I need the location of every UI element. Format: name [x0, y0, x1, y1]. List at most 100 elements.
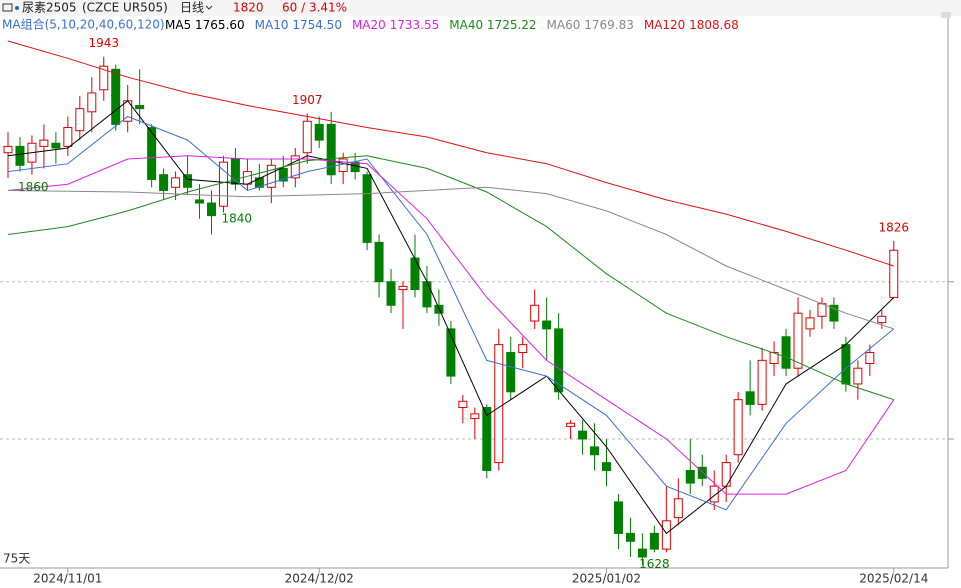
candle-body — [410, 257, 420, 291]
candle-body — [51, 142, 61, 149]
candle-body — [254, 177, 264, 188]
candle-body — [494, 344, 504, 464]
candle-body — [518, 344, 528, 353]
header-bar — [0, 0, 961, 16]
candle-body — [290, 155, 300, 179]
candle-body — [865, 351, 875, 364]
candle-body — [195, 199, 205, 204]
candle-body — [757, 359, 767, 405]
ma-line — [7, 186, 894, 330]
candle-body — [362, 174, 372, 243]
legend-name: MA5 — [165, 18, 191, 32]
legend-value: 1808.68 — [689, 18, 739, 32]
candle-body — [649, 532, 659, 550]
annotation: 1628 — [639, 557, 670, 571]
candle-body — [266, 164, 276, 188]
candle-body — [625, 532, 635, 542]
annotation: 1840 — [221, 211, 252, 225]
candle-body — [877, 315, 887, 324]
candle-body — [87, 92, 97, 113]
annotation: 1943 — [88, 36, 119, 50]
candle-body — [530, 304, 540, 322]
candle-body — [422, 281, 432, 308]
candle-body — [566, 422, 576, 427]
candle-body — [206, 202, 216, 217]
legend-name: MA60 — [547, 18, 581, 32]
candle-body — [578, 430, 588, 440]
period[interactable]: 日线 — [180, 1, 204, 15]
candle-body — [590, 446, 600, 456]
candle-body — [470, 413, 480, 420]
candle-body — [829, 304, 839, 322]
legend-value: 1765.60 — [195, 18, 245, 32]
candle-body — [15, 145, 25, 166]
dot — [15, 6, 19, 10]
last-price: 1820 — [233, 1, 264, 15]
candle-body — [613, 501, 623, 534]
legend-title: MA组合(5,10,20,40,60,120) — [2, 17, 165, 32]
candle-body — [3, 145, 13, 154]
candle-body — [697, 466, 707, 479]
candle-body — [374, 241, 384, 283]
legend-value: 1769.83 — [584, 18, 634, 32]
symbol: 尿素2505 — [22, 1, 77, 15]
scroll-button[interactable] — [941, 12, 951, 18]
legend-name: MA10 — [255, 18, 289, 32]
annotation: 1907 — [292, 93, 323, 107]
legend-value: 1725.22 — [487, 18, 537, 32]
ma-line — [7, 40, 894, 267]
candle-body — [781, 336, 791, 369]
footer: 75天 — [3, 552, 30, 566]
code[interactable]: (CZCE UR505) — [82, 1, 168, 15]
legend-entry: MA120 1808.68 — [644, 18, 739, 32]
candle-body — [685, 469, 695, 484]
change: 60 / 3.41% — [282, 1, 347, 15]
candle-body — [637, 548, 647, 558]
candle-body — [661, 520, 671, 550]
legend-name: MA20 — [352, 18, 386, 32]
candle-body — [673, 498, 683, 519]
ma-line — [7, 115, 895, 511]
icon — [2, 3, 13, 12]
candle-body — [853, 367, 863, 385]
legend-entry: MA20 1733.55 — [352, 18, 439, 32]
candle-body — [745, 391, 755, 405]
candle-body — [817, 303, 827, 317]
candle-body — [482, 407, 492, 471]
candle-body — [805, 317, 815, 330]
candle-body — [602, 462, 611, 471]
legend-name: MA40 — [449, 18, 483, 32]
candle-body — [314, 123, 324, 141]
candle-body — [159, 174, 169, 191]
x-tick-label: 2025/02/14 — [859, 572, 928, 586]
legend-value: 1733.55 — [390, 18, 440, 32]
candle-body — [793, 312, 803, 369]
candle-body — [242, 171, 252, 185]
candle-body — [506, 351, 516, 393]
annotation: 1826 — [879, 220, 910, 234]
candle-body — [39, 139, 49, 147]
candle-body — [75, 108, 85, 132]
candle-body — [171, 177, 181, 188]
candle-body — [733, 399, 743, 456]
candle-body — [111, 68, 121, 125]
legend-entry: MA10 1754.50 — [255, 18, 342, 32]
candle-body — [99, 65, 109, 91]
candle-body — [278, 167, 288, 182]
candle-body — [338, 158, 348, 173]
candle-body — [302, 120, 312, 154]
candle-body — [135, 105, 145, 110]
chevron[interactable] — [205, 5, 213, 10]
candle-body — [398, 285, 408, 291]
candle-body — [458, 400, 468, 409]
candle-body — [841, 344, 851, 385]
candle-body — [326, 123, 336, 176]
candle-body — [446, 328, 456, 377]
x-tick-label: 2024/12/02 — [285, 572, 354, 586]
candle-body — [721, 462, 731, 487]
annotation: 1860 — [18, 180, 49, 194]
x-tick-label: 2024/11/01 — [33, 572, 102, 586]
candle-body — [230, 158, 240, 185]
